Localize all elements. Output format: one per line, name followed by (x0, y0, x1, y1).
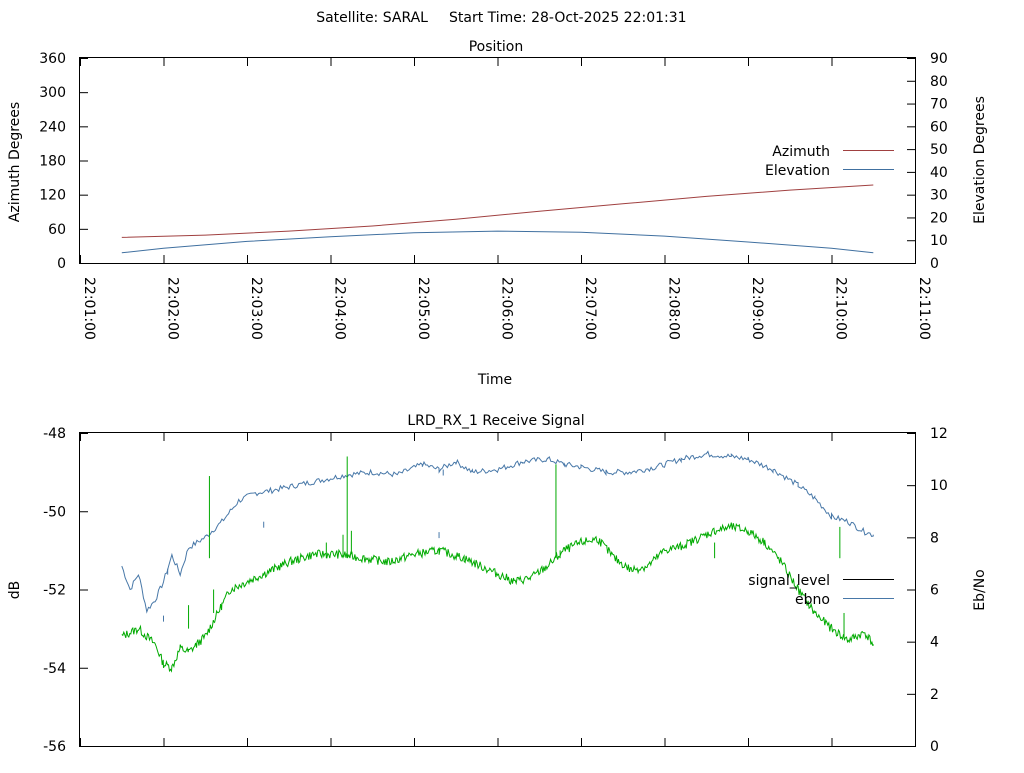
elevation-tick-label: 0 (930, 256, 939, 272)
ebno-axis: 0 2 4 6 8 10 12 (907, 426, 948, 755)
db-tick-label: -54 (43, 661, 66, 677)
ebno-tick-label: 10 (930, 478, 948, 494)
receive-signal-series (121, 450, 874, 673)
elevation-axis: 0 10 20 30 40 50 60 70 80 90 (907, 51, 948, 272)
time-tick-label: 22:10:00 (833, 277, 849, 340)
db-tick-label: -50 (43, 504, 66, 520)
position-chart-title: Position (469, 39, 524, 55)
azimuth-tick-label: 0 (57, 256, 66, 272)
time-tick-label: 22:11:00 (916, 277, 932, 340)
legend-ebno-label: ebno (795, 592, 830, 608)
legend-azimuth-label: Azimuth (772, 144, 830, 160)
azimuth-axis-label: Azimuth Degrees (7, 102, 23, 222)
receive-signal-chart: LRD_RX_1 Receive Signal -48-50-52-54-56 … (7, 413, 988, 755)
time-tick-label: 22:08:00 (666, 277, 682, 340)
time-tick-label: 22:05:00 (415, 277, 431, 340)
satellite-label: Satellite: SARAL (316, 10, 428, 26)
ebno-tick-label: 2 (930, 687, 939, 703)
time-tick-label: 22:04:00 (332, 277, 348, 340)
elevation-tick-label: 50 (930, 142, 948, 158)
azimuth-tick-label: 360 (39, 51, 66, 67)
elevation-tick-label: 40 (930, 165, 948, 181)
time-axis-label: Time (477, 372, 512, 388)
time-tick-label: 22:09:00 (749, 277, 765, 340)
receive-signal-legend: signal_level ebno (748, 573, 894, 608)
azimuth-tick-label: 60 (48, 222, 66, 238)
ebno-tick-label: 8 (930, 530, 939, 546)
ebno-tick-label: 0 (930, 739, 939, 755)
start-time-label: Start Time: 28-Oct-2025 22:01:31 (449, 10, 687, 26)
azimuth-tick-label: 120 (39, 188, 66, 204)
db-tick-label: -52 (43, 583, 66, 599)
azimuth-line (121, 184, 874, 238)
azimuth-axis: 0 60 120 180 240 300 360 (39, 51, 88, 272)
db-axis: -48 -50 -52 -54 -56 (43, 426, 88, 755)
elevation-tick-label: 90 (930, 51, 948, 67)
elevation-tick-label: 30 (930, 188, 948, 204)
db-tick-label: -48 (43, 426, 66, 442)
ebno-tick-label: 4 (930, 635, 939, 651)
azimuth-tick-label: 300 (39, 85, 66, 101)
elevation-tick-label: 20 (930, 210, 948, 226)
elevation-tick-label: 80 (930, 74, 948, 90)
elevation-tick-label: 10 (930, 233, 948, 249)
db-tick-label: -56 (43, 739, 66, 755)
elevation-line (121, 230, 874, 254)
time-tick-label: 22:06:00 (499, 277, 515, 340)
elevation-axis-label: Elevation Degrees (972, 96, 988, 224)
receive-signal-chart-title: LRD_RX_1 Receive Signal (407, 413, 584, 429)
legend-signal-level-label: signal_level (748, 573, 830, 589)
signal-time-axis (80, 433, 916, 746)
receive-signal-plot-frame (79, 432, 916, 747)
legend-elevation-label: Elevation (765, 163, 830, 179)
position-plot-frame (79, 57, 916, 264)
position-series (121, 184, 874, 254)
position-legend: Azimuth Elevation (765, 144, 894, 179)
azimuth-tick-label: 180 (39, 154, 66, 170)
time-tick-label: 22:01:00 (81, 277, 97, 340)
elevation-tick-label: 70 (930, 97, 948, 113)
signal-level-line (121, 522, 874, 673)
ebno-line (121, 450, 874, 614)
position-chart: Position 0 60 120 180 240 300 360 0 10 20 30 40 50 6… (7, 39, 988, 388)
ebno-tick-label: 12 (930, 426, 948, 442)
time-tick-label: 22:03:00 (248, 277, 264, 340)
ebno-tick-label: 6 (930, 583, 939, 599)
elevation-tick-label: 60 (930, 119, 948, 135)
time-tick-label: 22:02:00 (165, 277, 181, 340)
db-axis-label: dB (7, 581, 23, 600)
time-axis: 22:01:00 22:02:00 22:03:00 22:04:00 22:05:00… (80, 58, 932, 340)
azimuth-tick-label: 240 (39, 119, 66, 135)
time-tick-label: 22:07:00 (582, 277, 598, 340)
ebno-axis-label: Eb/No (972, 569, 988, 611)
